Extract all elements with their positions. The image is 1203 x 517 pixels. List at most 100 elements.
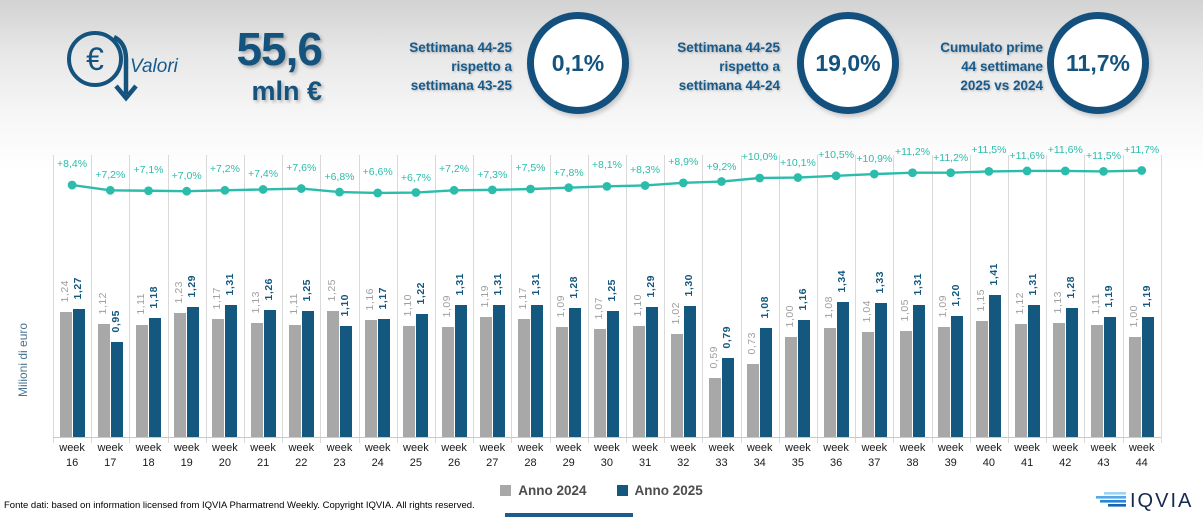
bar-anno-2024 [1129, 336, 1142, 437]
bar-anno-2025 [989, 295, 1002, 437]
bar-value-2024: 1,16 [364, 288, 377, 311]
bar-value-2024: 1,09 [937, 295, 950, 318]
bar-value-2024: 1,00 [1128, 304, 1141, 327]
bar-value-2025: 1,27 [71, 277, 84, 300]
bar-anno-2024 [1014, 324, 1027, 437]
iqvia-logo-text: IQVIA [1130, 490, 1193, 512]
gridline [358, 155, 360, 443]
line-point [1022, 166, 1032, 176]
bar-value-2024: 0,59 [708, 345, 720, 369]
gridline [931, 155, 933, 443]
bar-value-2025: 1,29 [186, 275, 199, 298]
line-point [449, 185, 459, 195]
bar-anno-2024 [250, 323, 263, 437]
bar-value-2025: 1,08 [759, 296, 772, 319]
x-axis-week-label: week 34 [746, 442, 773, 469]
bar-value-2024: 1,07 [593, 297, 606, 320]
kpi-1-value: 0,1% [551, 49, 605, 76]
line-point [67, 180, 77, 190]
bar-value-2024: 1,00 [784, 304, 797, 327]
line-point [1137, 166, 1147, 175]
bar-anno-2025 [301, 311, 314, 437]
line-percent-label: +11,5% [1085, 150, 1122, 163]
header-caption: Valori [130, 56, 178, 77]
line-point [908, 168, 917, 178]
bar-value-2024: 1,10 [631, 294, 644, 317]
bar-anno-2024 [976, 321, 989, 437]
bar-anno-2025 [72, 309, 85, 437]
line-point [1060, 166, 1070, 176]
kpi-1-label-line2: rispetto a [451, 59, 512, 74]
legend-item-anno-2024: Anno 2024 [500, 483, 587, 498]
source-note: Fonte dati: based on information license… [4, 500, 475, 511]
kpi-2-circle: 19,0% [797, 12, 899, 114]
bar-value-2024: 1,10 [402, 294, 415, 317]
x-axis-week-label: week 38 [899, 442, 926, 469]
gridline [778, 155, 780, 443]
line-point [526, 184, 535, 194]
line-point [946, 168, 956, 178]
line-point [182, 186, 192, 196]
gridline [435, 155, 436, 443]
line-point [602, 181, 612, 191]
gridline [626, 155, 627, 443]
bar-value-2025: 1,22 [415, 282, 428, 305]
line-point [258, 185, 268, 194]
line-percent-label: +8,4% [57, 158, 88, 171]
x-axis-week-label: week 23 [326, 442, 353, 469]
bar-value-2025: 1,31 [224, 273, 237, 296]
bar-anno-2024 [174, 313, 187, 437]
bar-anno-2024 [709, 377, 721, 437]
bar-value-2025: 1,16 [797, 288, 810, 311]
bar-value-2024: 1,05 [899, 299, 911, 322]
line-point [640, 181, 650, 190]
bar-anno-2025 [1065, 308, 1078, 437]
kpi-2-label: Settimana 44-25 rispetto a settimana 44-… [652, 38, 780, 95]
bar-anno-2024 [670, 334, 683, 437]
bottom-accent-bar [505, 513, 633, 517]
total-value-block: 55,6 mln € [178, 26, 323, 105]
gridline [1046, 155, 1048, 443]
line-point [105, 185, 115, 195]
line-percent-label: +10,0% [741, 151, 778, 163]
bar-value-2025: 1,41 [988, 263, 1001, 286]
x-axis-week-label: week 43 [1090, 442, 1117, 469]
line-percent-label: +11,6% [1047, 143, 1083, 156]
x-axis-week-label: week 22 [288, 442, 315, 469]
bar-anno-2024 [59, 312, 72, 437]
bar-anno-2024 [1052, 323, 1065, 437]
gridline [1084, 155, 1086, 443]
bar-anno-2024 [632, 326, 645, 437]
bar-anno-2024 [938, 327, 951, 437]
x-axis-week-label: week 27 [479, 442, 506, 469]
x-axis-week-label: week 29 [555, 442, 582, 469]
bar-anno-2025 [683, 306, 696, 437]
line-percent-label: +11,7% [1124, 143, 1160, 156]
x-axis-week-label: week 42 [1052, 442, 1079, 469]
line-point [144, 186, 153, 196]
line-point [755, 173, 765, 183]
bar-anno-2024 [823, 328, 836, 437]
bar-value-2025: 1,26 [262, 278, 275, 301]
bar-anno-2025 [569, 308, 582, 437]
gridline [511, 155, 513, 443]
bar-value-2024: 1,25 [326, 279, 338, 302]
svg-text:€: € [86, 41, 104, 77]
y-axis-title: Milioni di euro [16, 322, 30, 398]
line-point [717, 177, 726, 186]
line-percent-label: +11,5% [971, 144, 1007, 157]
bar-value-2024: 1,17 [517, 287, 529, 310]
chart-legend: Anno 2024 Anno 2025 [0, 483, 1203, 498]
bar-anno-2025 [149, 318, 161, 437]
gridline [702, 155, 704, 443]
bar-value-2025: 1,30 [682, 274, 695, 297]
bar-anno-2024 [288, 325, 301, 437]
kpi-2-label-line1: Settimana 44-25 [677, 40, 780, 55]
bar-value-2024: 1,12 [1013, 292, 1026, 315]
bar-anno-2025 [951, 316, 964, 437]
gridline [53, 155, 54, 443]
line-point [678, 178, 688, 188]
x-axis-week-label: week 35 [785, 442, 811, 469]
bar-value-2025: 1,31 [491, 273, 504, 296]
bar-value-2025: 0,95 [109, 309, 122, 332]
